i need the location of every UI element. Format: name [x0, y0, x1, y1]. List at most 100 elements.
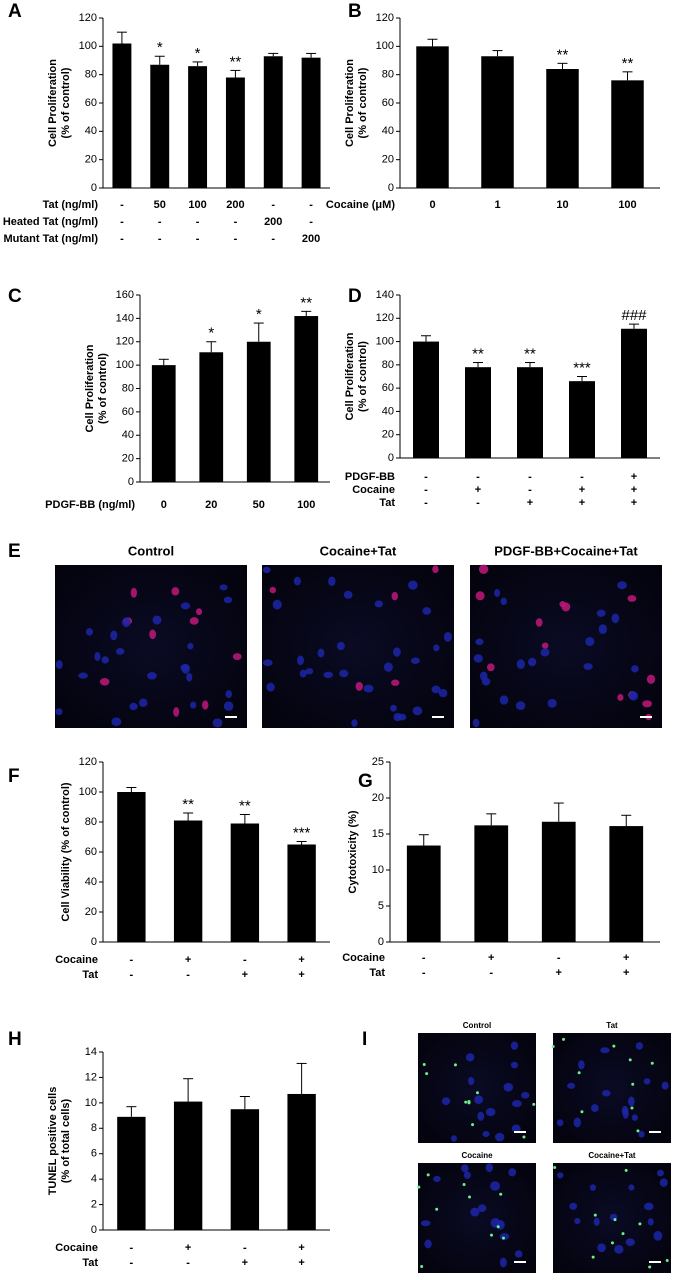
- micrograph: [55, 565, 247, 728]
- tunel-spot: [499, 1192, 503, 1196]
- nucleus: [516, 659, 525, 670]
- y-axis-label: Cell Viability (% of control): [60, 782, 72, 921]
- nucleus: [99, 677, 110, 686]
- tunel-spot: [593, 1213, 597, 1217]
- bar: [173, 1101, 203, 1230]
- nucleus: [470, 1207, 480, 1217]
- nucleus: [463, 1171, 471, 1179]
- condition-label: Mutant Tat (ng/ml): [4, 233, 99, 245]
- condition-value: +: [185, 954, 191, 966]
- condition-value: +: [298, 954, 304, 966]
- y-tick-label: 20: [85, 906, 97, 918]
- tunel-spot: [553, 1165, 557, 1169]
- condition-value: +: [556, 967, 562, 979]
- bar: [609, 826, 644, 942]
- condition-value: -: [130, 1257, 134, 1269]
- nucleus: [351, 719, 358, 727]
- nucleus: [528, 657, 537, 667]
- nucleus: [628, 1096, 635, 1107]
- panel-letter: A: [8, 1, 22, 22]
- nucleus: [653, 1230, 663, 1241]
- y-axis-label: Cell Proliferation: [344, 332, 356, 420]
- nucleus: [661, 1081, 669, 1090]
- significance-label: *: [157, 39, 163, 56]
- tunel-spot: [471, 1123, 475, 1127]
- y-tick-label: 120: [376, 12, 394, 24]
- condition-value: -: [234, 233, 238, 245]
- nucleus: [272, 599, 282, 610]
- condition-value: 0: [429, 199, 435, 211]
- nucleus: [490, 1181, 501, 1191]
- nucleus: [478, 564, 489, 574]
- y-tick-label: 60: [85, 97, 97, 109]
- bar: [173, 820, 203, 942]
- nucleus: [115, 647, 125, 655]
- condition-value: 10: [556, 199, 568, 211]
- nucleus: [383, 662, 393, 672]
- nucleus: [631, 1114, 638, 1121]
- condition-value: +: [488, 952, 494, 964]
- bar: [465, 367, 491, 458]
- condition-value: +: [631, 497, 637, 509]
- panel-letter: D: [348, 286, 362, 307]
- condition-value: 200: [264, 216, 282, 228]
- bar: [151, 365, 176, 482]
- nucleus: [656, 1169, 664, 1177]
- image-caption: Cocaine: [461, 1151, 493, 1160]
- y-tick-label: 12: [85, 1071, 97, 1083]
- bar: [199, 352, 224, 482]
- y-tick-label: 10: [85, 1097, 97, 1109]
- y-tick-label: 120: [116, 336, 134, 348]
- tunel-spot: [591, 1255, 595, 1259]
- condition-value: -: [158, 216, 162, 228]
- nucleus: [431, 685, 441, 694]
- scale-bar: [514, 1261, 526, 1263]
- nucleus: [101, 656, 109, 664]
- bar: [406, 845, 441, 942]
- y-tick-label: 80: [85, 69, 97, 81]
- condition-value: +: [579, 484, 585, 496]
- nucleus: [535, 618, 543, 627]
- significance-label: **: [622, 55, 634, 72]
- nucleus: [262, 659, 273, 667]
- y-tick-label: 20: [372, 792, 384, 804]
- condition-value: -: [271, 199, 275, 211]
- bar: [188, 66, 208, 188]
- condition-label: Cocaine: [55, 1242, 98, 1254]
- nucleus: [628, 1184, 635, 1191]
- condition-value: -: [580, 471, 584, 483]
- panel-letter: F: [8, 766, 20, 787]
- y-tick-label: 100: [79, 786, 97, 798]
- bar: [225, 77, 245, 188]
- tunel-spot: [577, 1071, 581, 1075]
- tunel-spot: [467, 1100, 471, 1104]
- y-tick-label: 25: [372, 756, 384, 768]
- y-tick-label: 0: [128, 476, 134, 488]
- nucleus: [186, 672, 193, 682]
- tunel-spot: [532, 1102, 536, 1106]
- condition-label: Tat: [369, 967, 385, 979]
- bar: [474, 825, 509, 942]
- y-tick-label: 100: [79, 40, 97, 52]
- nucleus: [629, 690, 637, 700]
- nucleus: [110, 630, 118, 641]
- y-tick-label: 60: [85, 846, 97, 858]
- significance-label: **: [230, 53, 242, 70]
- y-tick-label: 4: [91, 1173, 97, 1185]
- y-tick-label: 120: [376, 312, 394, 324]
- nucleus: [621, 1105, 629, 1116]
- nucleus: [511, 1124, 521, 1133]
- condition-label: PDGF-BB: [345, 471, 395, 483]
- nucleus: [617, 581, 627, 590]
- nucleus: [477, 1111, 485, 1121]
- condition-value: +: [298, 1257, 304, 1269]
- condition-value: +: [298, 969, 304, 981]
- nucleus: [180, 602, 191, 610]
- y-tick-label: 120: [79, 756, 97, 768]
- scale-bar: [514, 1131, 526, 1133]
- nucleus: [78, 672, 88, 679]
- nucleus: [500, 597, 507, 606]
- nucleus: [508, 1168, 517, 1177]
- nucleus: [520, 1091, 530, 1099]
